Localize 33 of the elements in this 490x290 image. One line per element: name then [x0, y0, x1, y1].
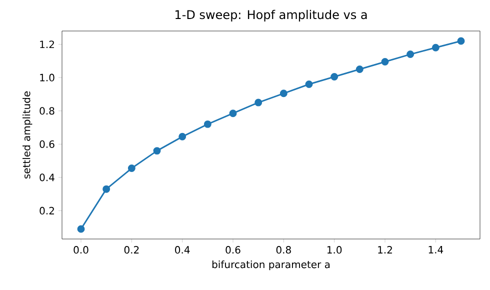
y-tick-label: 0.2: [40, 206, 54, 214]
point: [280, 90, 288, 98]
point: [204, 120, 212, 128]
point: [153, 147, 161, 155]
y-axis-title: settled amplitude: [22, 91, 32, 179]
point: [432, 44, 440, 52]
chart-title: 1-D sweep: Hopf amplitude vs a: [176, 10, 367, 22]
x-tick-label: 0.0: [74, 246, 88, 254]
y-tick-label: 0.8: [40, 107, 54, 115]
x-axis-title: bifurcation parameter a: [212, 260, 330, 270]
point: [77, 225, 85, 233]
point: [457, 37, 465, 45]
point: [229, 110, 237, 118]
x-tick-label: 1.0: [327, 246, 342, 254]
point: [305, 80, 313, 88]
y-tick-label: 1.0: [40, 74, 54, 82]
x-tick-label: 0.4: [175, 246, 190, 254]
y-tick-label: 1.2: [40, 40, 54, 48]
x-tick-label: 0.8: [276, 246, 291, 254]
x-tick-label: 0.6: [226, 246, 240, 254]
point: [330, 73, 338, 80]
x-tick-label: 1.4: [428, 246, 444, 254]
point: [128, 164, 136, 172]
point: [178, 132, 186, 140]
point: [102, 185, 110, 193]
point: [406, 50, 414, 58]
point: [356, 66, 364, 74]
y-tick-label: 0.6: [40, 140, 54, 148]
point: [254, 98, 262, 106]
x-tick-label: 1.2: [378, 246, 392, 254]
y-tick-label: 0.4: [40, 174, 54, 182]
x-tick-label: 0.2: [124, 246, 139, 254]
point: [381, 58, 389, 66]
